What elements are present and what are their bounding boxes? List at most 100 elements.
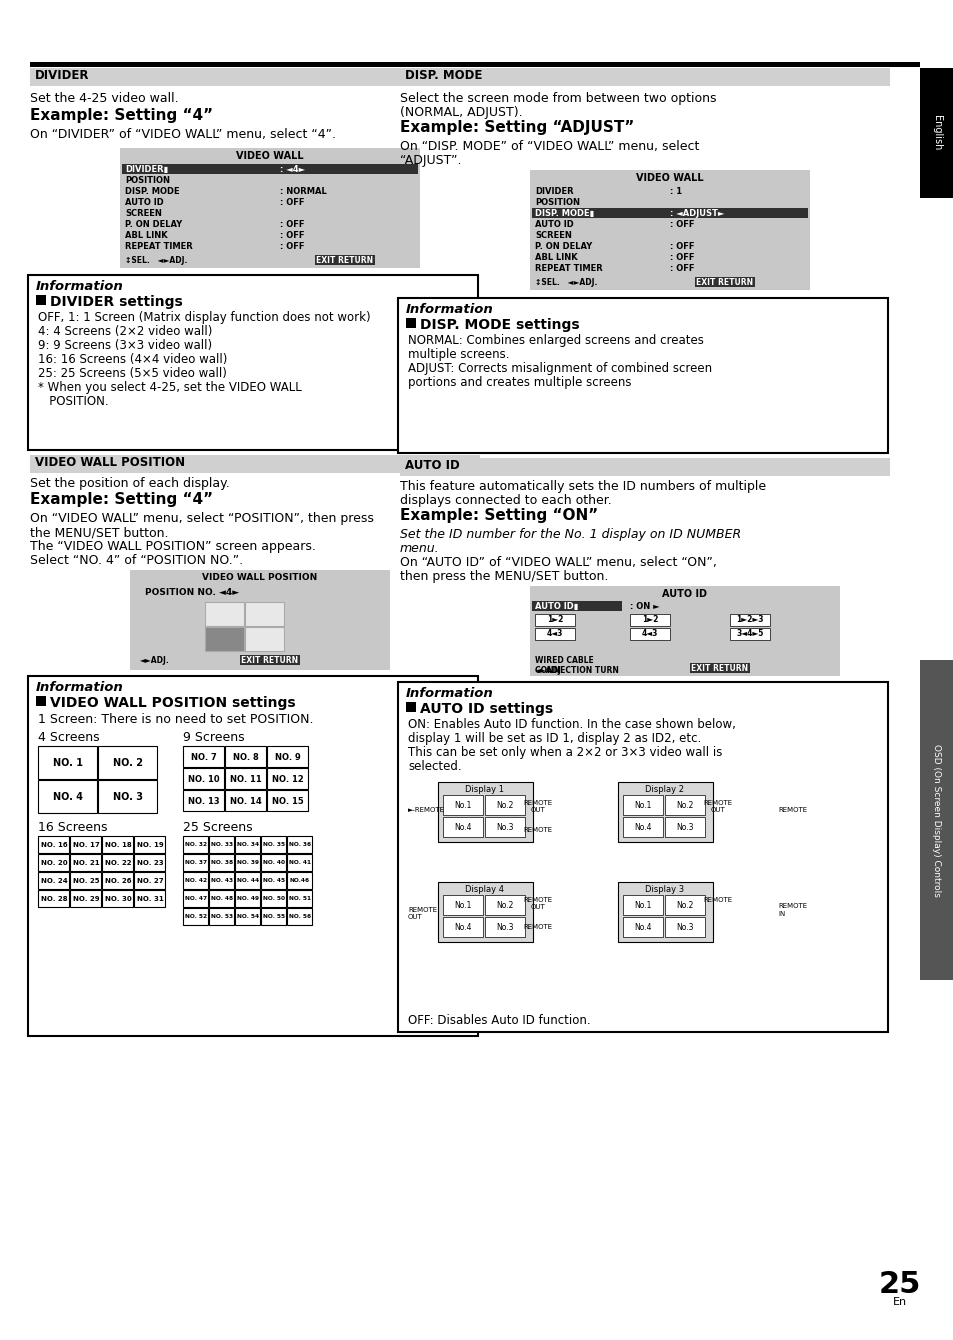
Text: No.3: No.3 [676,922,693,931]
Text: “ADJUST”.: “ADJUST”. [399,154,461,168]
Text: OFF: Disables Auto ID function.: OFF: Disables Auto ID function. [408,1014,590,1026]
Text: NO. 41: NO. 41 [289,860,311,866]
Bar [234,872,260,888]
Text: ABL LINK: ABL LINK [125,230,168,240]
Text: NO. 53: NO. 53 [211,914,233,919]
Bar [267,791,308,811]
Bar [133,890,165,907]
Bar [122,163,417,174]
Bar [261,836,286,854]
Text: POSITION: POSITION [535,198,579,206]
Bar [183,890,208,907]
Bar [622,917,662,937]
Text: EXIT RETURN: EXIT RETURN [691,665,748,673]
Text: REPEAT TIMER: REPEAT TIMER [125,243,193,251]
Text: Example: Setting “ON”: Example: Setting “ON” [399,508,598,523]
Text: NO. 4: NO. 4 [53,792,83,803]
Text: the MENU/SET button.: the MENU/SET button. [30,527,169,539]
Text: DIVIDER: DIVIDER [535,188,573,196]
Text: NO. 22: NO. 22 [105,860,132,866]
Bar [629,614,669,626]
Bar [664,895,704,915]
Text: 4◄3: 4◄3 [641,630,658,638]
Bar [133,854,165,871]
Text: NO. 20: NO. 20 [41,860,68,866]
Bar [530,586,840,675]
Bar [397,297,887,453]
Text: No.1: No.1 [454,900,471,910]
Text: REMOTE: REMOTE [702,896,732,903]
Text: REMOTE
OUT: REMOTE OUT [523,896,552,910]
Bar [919,661,953,980]
Text: DISP. MODE: DISP. MODE [405,68,482,82]
Bar [618,882,712,942]
Text: : OFF: : OFF [669,264,694,273]
Text: 25: 25 [878,1270,921,1298]
Text: No.1: No.1 [634,900,651,910]
Text: Set the 4-25 video wall.: Set the 4-25 video wall. [30,92,178,105]
Bar [287,890,312,907]
Text: ABL LINK: ABL LINK [535,253,577,263]
Bar [183,768,224,789]
Text: : ON ►: : ON ► [629,602,659,611]
Text: NO. 29: NO. 29 [72,896,99,902]
Bar [209,836,233,854]
Bar [38,854,69,871]
Text: 4◄3: 4◄3 [546,630,562,638]
Text: POSITION: POSITION [125,176,170,185]
Text: Example: Setting “4”: Example: Setting “4” [30,109,213,123]
Bar [442,917,482,937]
Bar [397,682,887,1032]
Bar [535,628,575,641]
Bar [664,795,704,815]
Bar [30,456,479,473]
Text: DIVIDER: DIVIDER [35,68,90,82]
Text: DIVIDER▮: DIVIDER▮ [125,165,168,174]
Text: SCREEN: SCREEN [125,209,162,218]
Bar [36,295,46,306]
Text: NO. 35: NO. 35 [263,843,285,847]
Text: No.3: No.3 [496,922,514,931]
Bar [225,768,266,789]
Bar [209,890,233,907]
Text: ◄►ADJ.: ◄►ADJ. [140,657,170,665]
Text: Select the screen mode from between two options: Select the screen mode from between two … [399,92,716,105]
Text: : OFF: : OFF [669,243,694,251]
Text: : OFF: : OFF [280,243,304,251]
Text: : 1: : 1 [669,188,681,196]
Text: : OFF: : OFF [669,253,694,263]
Bar [234,854,260,871]
Bar [664,817,704,838]
Bar [484,817,524,838]
Text: Example: Setting “ADJUST”: Example: Setting “ADJUST” [399,121,634,135]
Text: Information: Information [406,687,494,699]
Text: 9: 9 Screens (3×3 video wall): 9: 9 Screens (3×3 video wall) [38,339,212,352]
Text: No.2: No.2 [496,800,513,809]
Text: * When you select 4-25, set the VIDEO WALL: * When you select 4-25, set the VIDEO WA… [38,381,301,394]
Text: English: English [931,115,941,150]
Bar [28,675,477,1036]
Bar [183,836,208,854]
Bar [38,836,69,854]
Text: NO. 7: NO. 7 [191,753,216,761]
Bar [28,275,477,450]
Bar [532,208,807,218]
Text: NO. 49: NO. 49 [236,896,258,902]
Text: On “VIDEO WALL” menu, select “POSITION”, then press: On “VIDEO WALL” menu, select “POSITION”,… [30,512,374,525]
Text: NO. 55: NO. 55 [263,914,285,919]
Bar [102,890,132,907]
Bar [70,854,101,871]
Text: AUTO ID settings: AUTO ID settings [419,702,553,716]
Bar [102,836,132,854]
Text: multiple screens.: multiple screens. [408,348,509,360]
Text: 16 Screens: 16 Screens [38,821,108,833]
Bar [622,795,662,815]
Bar [36,695,46,706]
Bar [70,890,101,907]
Text: NO. 13: NO. 13 [188,796,219,805]
Text: (NORMAL, ADJUST).: (NORMAL, ADJUST). [399,106,522,119]
Text: REMOTE: REMOTE [523,925,552,930]
Bar [102,872,132,888]
Bar [406,318,416,328]
Text: P. ON DELAY: P. ON DELAY [125,220,182,229]
